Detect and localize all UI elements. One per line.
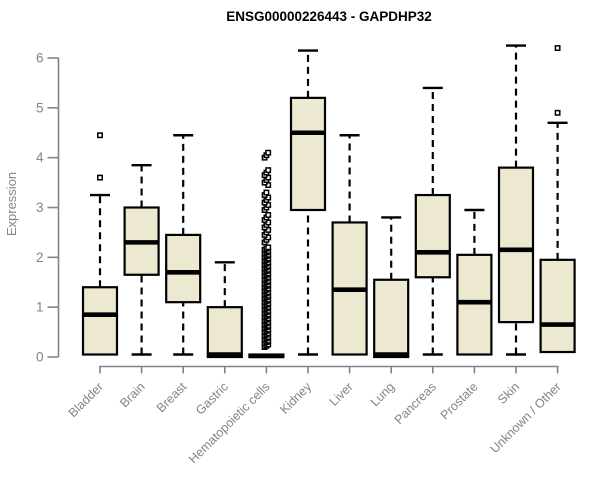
boxplot-unknown-other-outlier — [554, 45, 561, 51]
boxplot-lung-box — [373, 278, 410, 359]
x-tick-label-hematopoietic-cells: Hematopoietic cells — [186, 380, 273, 467]
x-tick-label-breast: Breast — [154, 379, 190, 415]
boxplot-unknown-other-outlier — [554, 109, 561, 116]
boxplot-hematopoietic-cells-outlier — [265, 212, 272, 218]
y-tick-label-6: 6 — [36, 51, 44, 66]
boxplot-skin-box — [497, 166, 535, 324]
y-tick-label-5: 5 — [36, 100, 44, 115]
x-tick-label-bladder: Bladder — [66, 380, 106, 420]
x-tick-label-brain: Brain — [117, 380, 148, 411]
boxplot-unknown-other-box — [539, 258, 576, 354]
x-tick-label-liver: Liver — [327, 380, 356, 409]
y-tick-label-3: 3 — [36, 200, 44, 215]
boxplot-bladder-outlier — [97, 174, 103, 181]
y-tick-label-0: 0 — [36, 350, 44, 365]
chart-title: ENSG00000226443 - GAPDHP32 — [226, 9, 432, 24]
boxplot-pancreas-box — [414, 193, 451, 279]
boxplot-hematopoietic-cells-outlier — [265, 167, 272, 174]
boxplot-hematopoietic-cells-outlier — [265, 149, 272, 156]
boxplot-prostate-box — [456, 253, 493, 356]
boxplot-hematopoietic-cells-outlier — [263, 189, 270, 196]
y-tick-label-2: 2 — [36, 250, 44, 265]
x-tick-label-gastric: Gastric — [193, 380, 231, 418]
y-axis-title: Expression — [4, 171, 19, 237]
x-tick-label-kidney: Kidney — [277, 379, 314, 416]
boxplot-gastric-box — [206, 306, 243, 359]
y-tick-label-4: 4 — [36, 150, 44, 165]
boxplot-kidney-box — [289, 96, 327, 212]
boxplot-bladder-box — [81, 286, 119, 356]
boxplot-bladder-outlier — [97, 132, 103, 139]
x-tick-label-skin: Skin — [495, 380, 522, 407]
x-tick-label-pancreas: Pancreas — [392, 380, 439, 427]
boxplot-breast-box — [165, 233, 202, 304]
x-tick-label-prostate: Prostate — [438, 380, 481, 423]
boxplot-hematopoietic-cells-outlier — [265, 244, 272, 251]
x-tick-label-unknown-other: Unknown / Other — [487, 380, 563, 456]
y-tick-label-1: 1 — [36, 300, 44, 315]
x-tick-label-lung: Lung — [368, 380, 398, 410]
